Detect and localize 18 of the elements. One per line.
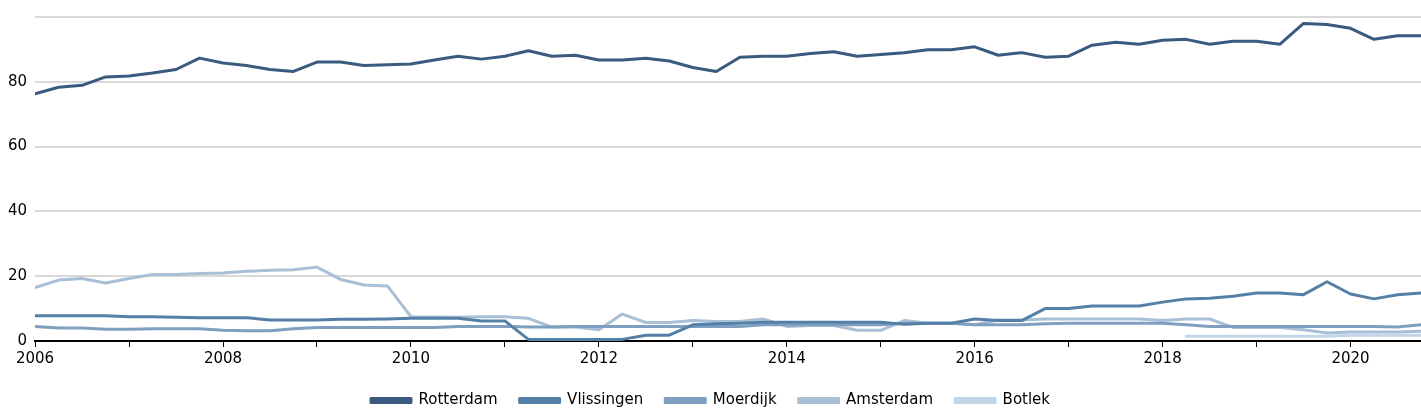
y-tick-label: 40	[7, 201, 28, 220]
x-tick-label: 2010	[391, 348, 431, 367]
x-tick-label: 2018	[1143, 348, 1182, 367]
legend-label: Rotterdam	[418, 390, 498, 409]
x-tick-label: 2012	[579, 348, 618, 367]
legend-label: Vlissingen	[567, 390, 644, 409]
x-tick-label: 2006	[15, 348, 55, 367]
y-tick-label: 20	[7, 266, 28, 285]
legend-label: Moerdijk	[712, 390, 777, 409]
legend-label: Amsterdam	[846, 390, 934, 409]
x-tick-label: 2016	[955, 348, 994, 367]
x-tick-label: 2020	[1331, 348, 1370, 367]
x-tick-label: 2014	[767, 348, 806, 367]
legend-label: Botlek	[1002, 390, 1051, 409]
y-tick-label: 0	[17, 330, 28, 349]
y-tick-label: 60	[7, 136, 28, 155]
x-tick-label: 2008	[203, 348, 243, 367]
y-tick-label: 80	[7, 71, 28, 90]
